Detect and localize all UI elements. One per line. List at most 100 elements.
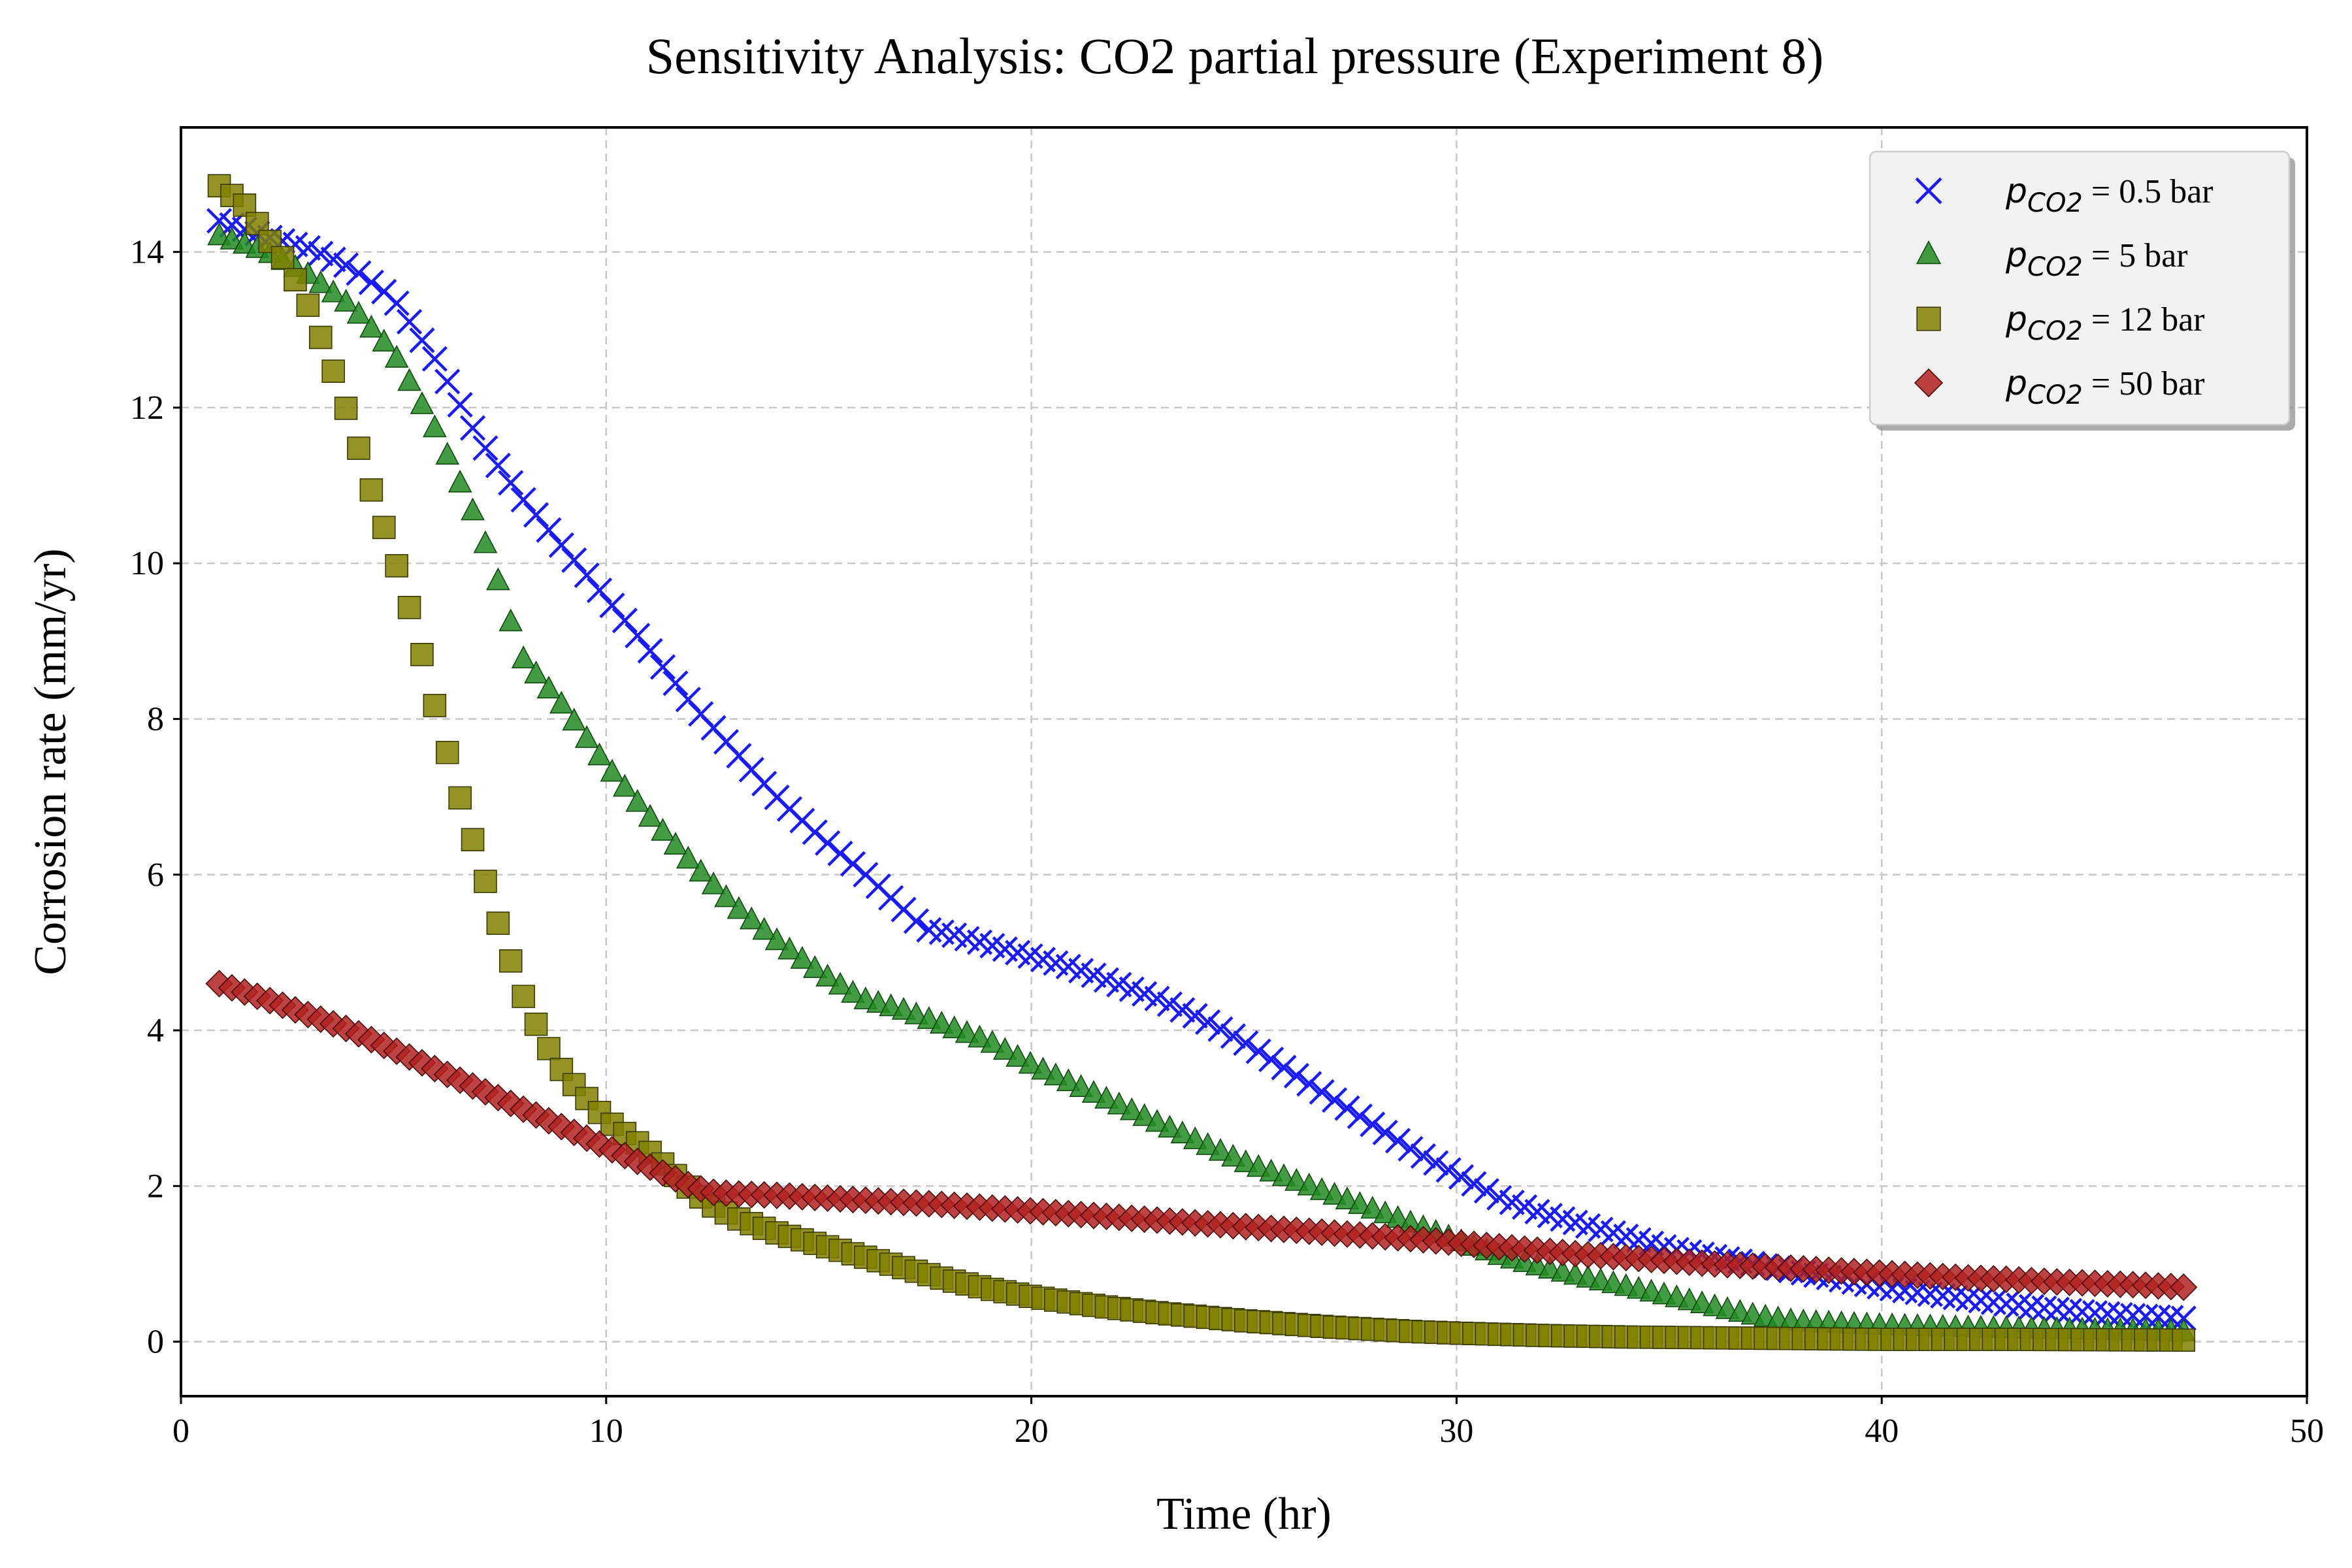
data-point <box>358 269 384 295</box>
data-point <box>385 554 408 578</box>
data-point <box>929 1011 954 1034</box>
legend-symbol: p <box>2005 172 2027 211</box>
data-point <box>879 993 903 1017</box>
data-point <box>524 661 548 683</box>
data-point <box>1322 1182 1347 1205</box>
data-point <box>534 1107 563 1135</box>
data-point <box>828 972 853 995</box>
data-point <box>612 608 638 634</box>
data-point <box>1145 1109 1169 1132</box>
data-point <box>661 1165 690 1193</box>
data-point <box>459 415 486 441</box>
data-point <box>1233 1030 1259 1056</box>
data-point <box>612 774 637 797</box>
data-point <box>372 329 397 351</box>
legend-box <box>1869 150 2291 426</box>
data-point <box>1360 1196 1385 1219</box>
data-point <box>536 517 562 543</box>
data-point <box>2170 1305 2197 1331</box>
data-point <box>384 344 409 368</box>
data-point <box>1043 1062 1068 1086</box>
data-point <box>486 567 510 591</box>
data-point <box>1335 1186 1360 1209</box>
data-point <box>942 1015 966 1039</box>
data-point <box>547 1113 576 1141</box>
data-point <box>498 949 523 973</box>
data-point <box>1156 991 1183 1017</box>
x-tick-label: 40 <box>1865 1413 1899 1450</box>
data-point <box>1069 1074 1093 1097</box>
data-point <box>2170 1273 2198 1301</box>
data-point <box>1207 1016 1233 1042</box>
data-point <box>1245 1038 1271 1064</box>
data-point <box>714 884 738 907</box>
data-point <box>1220 1023 1247 1049</box>
data-point <box>409 327 435 353</box>
data-point <box>600 759 625 782</box>
data-point <box>637 638 663 664</box>
x-tick-label: 20 <box>1015 1413 1049 1450</box>
legend-entry: pCO2 = 12 bar <box>1916 300 2205 346</box>
data-point <box>321 279 346 302</box>
data-point <box>510 487 536 513</box>
x-tick-label: 30 <box>1439 1413 1473 1450</box>
data-point <box>473 530 498 553</box>
data-point <box>359 314 384 338</box>
data-point <box>1271 1054 1297 1081</box>
data-point <box>549 691 574 714</box>
data-point <box>955 1020 979 1043</box>
data-point <box>321 359 345 383</box>
data-point <box>448 786 472 810</box>
data-point <box>1322 1087 1348 1113</box>
legend-value: = 50 bar <box>2083 365 2205 402</box>
y-tick-label: 10 <box>130 545 164 582</box>
data-point <box>611 1141 639 1169</box>
data-point <box>1144 985 1170 1011</box>
data-point <box>471 1078 500 1106</box>
data-point <box>359 478 384 502</box>
data-point <box>536 676 561 699</box>
data-point <box>739 906 764 930</box>
data-point <box>220 226 244 250</box>
chart-title: Sensitivity Analysis: CO2 partial pressu… <box>646 27 1823 84</box>
data-point <box>1309 1177 1334 1200</box>
legend-marker <box>1916 240 1942 265</box>
data-point <box>485 452 511 479</box>
data-point <box>372 515 396 540</box>
legend-symbol: p <box>2005 300 2027 339</box>
data-point <box>815 964 840 987</box>
data-point <box>461 828 485 851</box>
data-point <box>2172 1328 2196 1352</box>
data-point <box>1107 1091 1132 1115</box>
data-point <box>1183 1126 1207 1149</box>
legend-subscript: CO2 <box>2027 380 2083 410</box>
x-tick-label: 50 <box>2290 1413 2324 1450</box>
data-point <box>357 1026 385 1054</box>
data-point <box>347 436 370 460</box>
data-point <box>435 442 460 465</box>
data-point <box>1284 1168 1309 1191</box>
data-point <box>561 547 587 573</box>
legend-label: pCO2 = 0.5 bar <box>2005 172 2213 218</box>
data-point <box>2145 1304 2172 1330</box>
data-point <box>764 927 789 951</box>
data-point <box>1473 1178 1499 1204</box>
data-point <box>1094 1085 1119 1109</box>
data-point <box>625 623 651 649</box>
data-point <box>980 1030 1005 1053</box>
data-point <box>1158 1115 1182 1138</box>
y-tick-label: 12 <box>130 389 164 427</box>
data-point <box>472 435 498 461</box>
data-point <box>1296 1071 1322 1097</box>
data-point <box>1056 1068 1081 1092</box>
legend-subscript: CO2 <box>2027 316 2083 346</box>
data-point <box>752 917 777 940</box>
data-point <box>384 290 410 316</box>
legend-label: pCO2 = 12 bar <box>2005 300 2205 346</box>
data-point <box>1348 1191 1372 1215</box>
data-point <box>484 1083 512 1112</box>
data-point <box>562 708 587 731</box>
x-axis-label: Time (hr) <box>1156 1489 1331 1539</box>
